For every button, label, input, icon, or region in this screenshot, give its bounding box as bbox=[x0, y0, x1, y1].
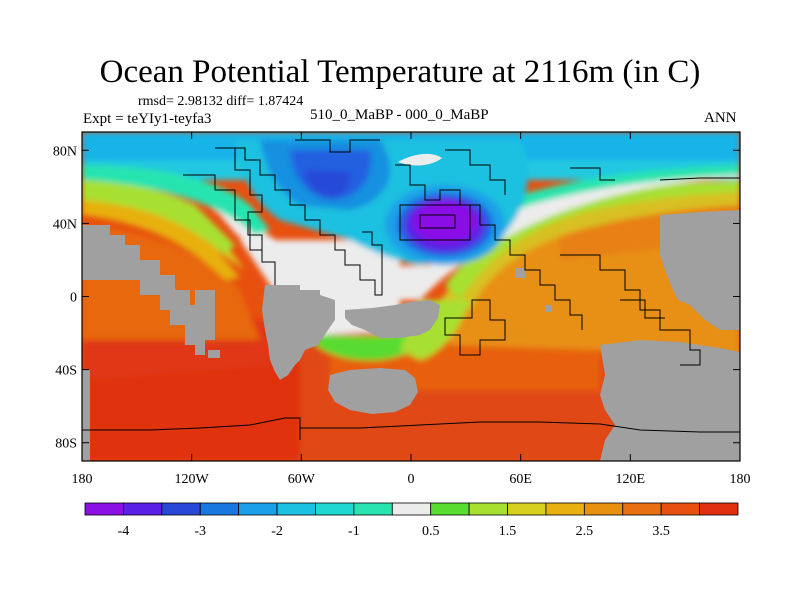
colorbar-swatch bbox=[84, 502, 124, 516]
land-masses bbox=[82, 210, 740, 461]
plot-title: Ocean Potential Temperature at 2116m (in… bbox=[99, 54, 701, 90]
colorbar-swatch bbox=[660, 502, 700, 516]
colorbar-swatch bbox=[583, 502, 624, 516]
colorbar-swatch bbox=[699, 502, 739, 516]
colorbar-label: -4 bbox=[118, 524, 130, 539]
map-axes: 180 120W 60W 0 60E 120E 180 80N 40N 0 40S 80S bbox=[53, 132, 751, 487]
colorbar-label: -2 bbox=[271, 524, 283, 539]
lon-tick-label: 120W bbox=[175, 472, 210, 487]
colorbar-swatch bbox=[468, 502, 508, 516]
subtitle-label: 510_0_MaBP - 000_0_MaBP bbox=[310, 107, 489, 123]
colorbar-swatch bbox=[161, 502, 201, 516]
colorbar-swatch bbox=[430, 502, 470, 516]
colorbar-label: 2.5 bbox=[576, 524, 594, 539]
colorbar-swatch bbox=[507, 502, 547, 516]
lon-tick-label: 180 bbox=[72, 472, 93, 487]
colorbar-swatch bbox=[622, 502, 662, 516]
lat-tick-label: 80N bbox=[53, 144, 77, 159]
colorbar-label: 1.5 bbox=[499, 524, 517, 539]
lon-tick-label: 60E bbox=[509, 472, 532, 487]
lat-tick-label: 0 bbox=[70, 291, 77, 306]
lat-tick-label: 40S bbox=[55, 364, 77, 379]
stats-label: rmsd= 2.98132 diff= 1.87424 bbox=[138, 94, 304, 109]
coastlines bbox=[82, 139, 740, 440]
colorbar-label: -1 bbox=[348, 524, 360, 539]
season-label: ANN bbox=[704, 110, 737, 126]
colorbar-swatch bbox=[545, 502, 585, 516]
colorbar-swatch bbox=[353, 502, 393, 516]
lon-tick-label: 0 bbox=[408, 472, 415, 487]
lon-tick-label: 60W bbox=[288, 472, 316, 487]
experiment-label: Expt = teYIy1-teyfa3 bbox=[83, 111, 212, 127]
temperature-field bbox=[82, 132, 740, 461]
lon-tick-label: 120E bbox=[616, 472, 646, 487]
colorbar-swatch bbox=[391, 502, 432, 516]
colorbar-label: -3 bbox=[194, 524, 206, 539]
colorbar-label: 3.5 bbox=[652, 524, 670, 539]
colorbar: -4 -3 -2 -1 0.5 1.5 2.5 3.5 bbox=[84, 502, 739, 539]
lat-tick-label: 40N bbox=[53, 217, 77, 232]
colorbar-label: 0.5 bbox=[422, 524, 440, 539]
lat-tick-label: 80S bbox=[55, 437, 77, 452]
colorbar-swatch bbox=[238, 502, 278, 516]
colorbar-swatch bbox=[315, 502, 355, 516]
lon-tick-label: 180 bbox=[730, 472, 751, 487]
colorbar-swatch bbox=[276, 502, 316, 516]
colorbar-swatch bbox=[123, 502, 163, 516]
colorbar-swatch bbox=[199, 502, 240, 516]
